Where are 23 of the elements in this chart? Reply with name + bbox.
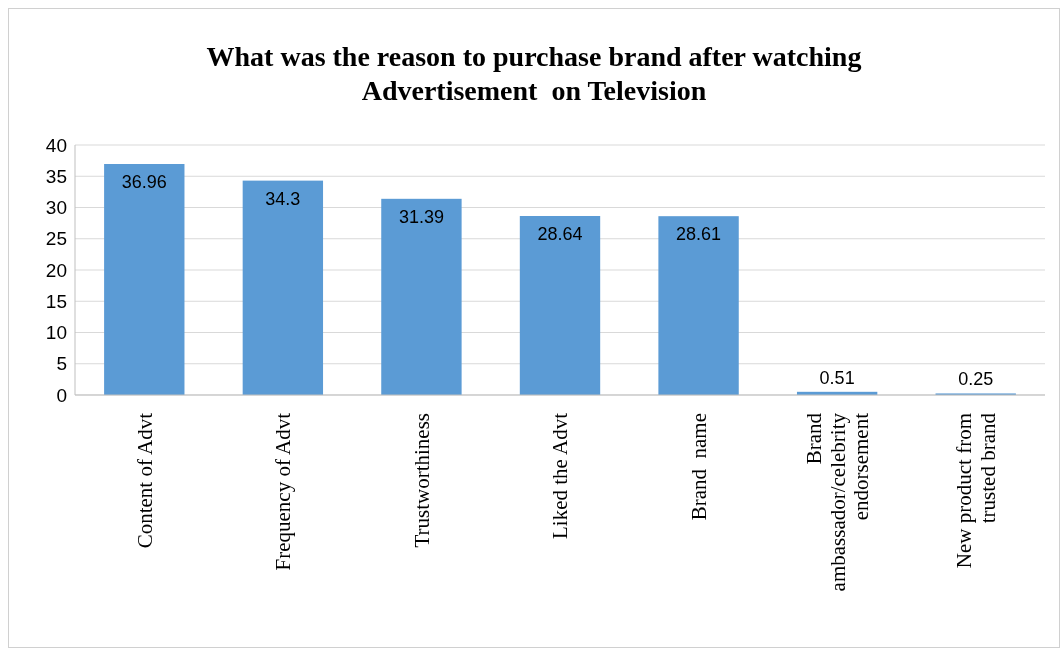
data-label: 31.39 [398,206,444,227]
x-tick-label: Brand name [686,413,711,521]
x-tick-label: Trustworthiness [409,413,434,548]
data-label: 0.51 [819,367,855,388]
x-tick-label: Content of Advt [132,412,157,549]
y-tick-label: 15 [45,290,67,312]
chart-title: What was the reason to purchase brand after watching Advertisement on Television [206,41,862,106]
y-tick-label: 20 [45,259,67,281]
x-tick-label: Frequency of Advt [271,412,296,571]
x-tick-label: Liked the Advt [548,412,573,539]
y-tick-label: 5 [56,353,67,375]
y-tick-label: 40 [45,134,67,156]
y-tick-label: 35 [45,165,67,187]
data-label: 28.61 [676,224,722,245]
data-label: 28.64 [537,224,583,244]
x-tick-label: Brand ambassador/celebrity endorsement [801,412,874,592]
y-tick-label: 30 [45,197,67,219]
y-tick-label: 25 [45,228,67,250]
data-label: 0.25 [958,369,994,390]
data-label: 34.3 [265,188,301,209]
y-tick-label: 0 [56,384,67,406]
data-label: 36.96 [121,172,167,192]
y-tick-label: 10 [45,322,67,344]
